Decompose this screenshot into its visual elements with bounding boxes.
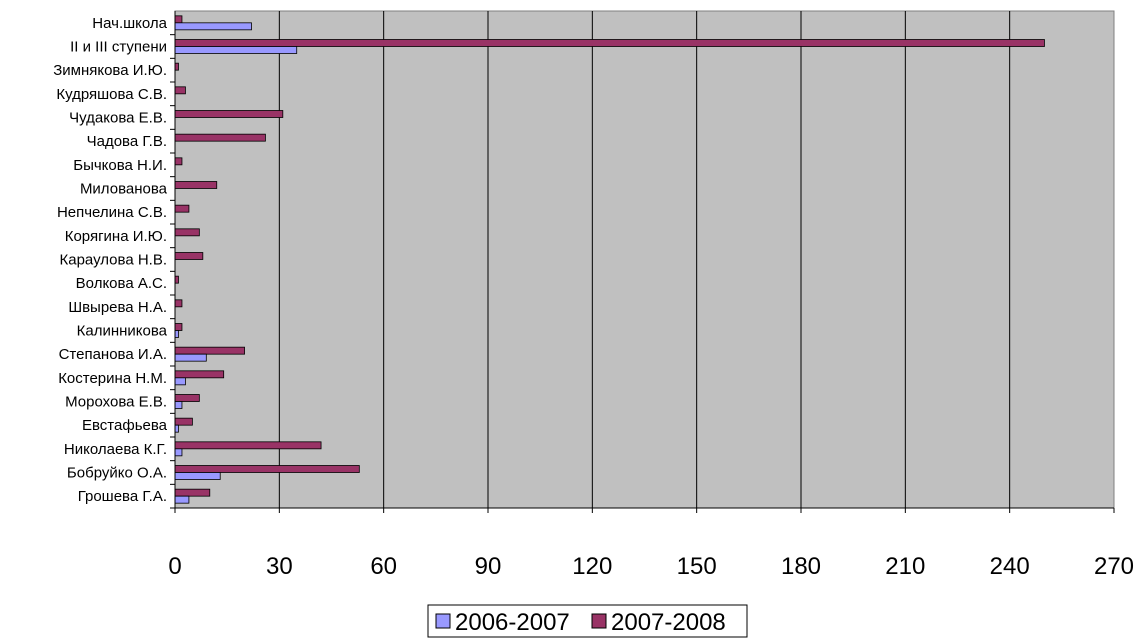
bar-2006-2007 bbox=[174, 448, 183, 457]
bar-2006-2007 bbox=[174, 377, 186, 386]
bar-2007-2008 bbox=[174, 181, 218, 189]
category-label: Грошева Г.А. bbox=[78, 488, 167, 505]
x-tick-label: 90 bbox=[475, 553, 502, 580]
category-label: Морохова Е.В. bbox=[65, 394, 167, 411]
bar-2007-2008 bbox=[174, 323, 183, 331]
category-label: Волкова А.С. bbox=[76, 275, 167, 292]
bar-2007-2008 bbox=[174, 275, 179, 284]
category-label: Непчелина С.В. bbox=[57, 204, 167, 221]
legend-box bbox=[427, 604, 748, 638]
legend-swatch-series-1 bbox=[435, 613, 451, 629]
bar-2007-2008 bbox=[174, 346, 245, 355]
bar-2006-2007 bbox=[174, 330, 179, 338]
bar-2007-2008 bbox=[174, 394, 200, 402]
axes bbox=[174, 11, 1114, 509]
x-tick-labels: 0 30 60 90 120 150 180 210 240 270 bbox=[168, 553, 1134, 580]
x-tick-label: 180 bbox=[781, 553, 821, 580]
x-tick-label: 240 bbox=[990, 553, 1030, 580]
x-tick-label: 30 bbox=[266, 553, 293, 580]
bar-2006-2007 bbox=[174, 353, 207, 362]
legend-swatch-series-2 bbox=[591, 613, 607, 629]
category-label: Караулова Н.В. bbox=[59, 252, 167, 269]
category-label: Чадова Г.В. bbox=[87, 133, 167, 150]
bar-2007-2008 bbox=[174, 204, 190, 213]
bar-2006-2007 bbox=[174, 424, 179, 433]
x-tick-label: 60 bbox=[370, 553, 397, 580]
bar-2006-2007 bbox=[174, 472, 221, 480]
bar-2006-2007 bbox=[174, 22, 252, 31]
bar-2007-2008 bbox=[174, 62, 179, 71]
category-label: Бычкова Н.И. bbox=[73, 157, 167, 174]
bar-2007-2008 bbox=[174, 15, 183, 24]
bar-2006-2007 bbox=[174, 401, 183, 409]
x-tick-label: 270 bbox=[1094, 553, 1134, 580]
category-label: Степанова И.А. bbox=[59, 346, 167, 363]
category-labels: Нач.школа II и III ступени Зимнякова И.Ю. К… bbox=[53, 15, 167, 505]
category-label: Калинникова bbox=[77, 323, 168, 340]
category-label: Кудряшова С.В. bbox=[56, 86, 167, 103]
category-label: Костерина Н.М. bbox=[58, 370, 167, 387]
bar-2006-2007 bbox=[174, 46, 298, 54]
bar-2007-2008 bbox=[174, 133, 266, 142]
gridlines bbox=[170, 11, 1115, 513]
bar-2007-2008 bbox=[174, 39, 1045, 47]
category-label: Николаева К.Г. bbox=[64, 441, 167, 458]
category-label: Бобруйко О.А. bbox=[67, 465, 167, 482]
bar-2007-2008 bbox=[174, 157, 183, 166]
bar-2007-2008 bbox=[174, 370, 225, 379]
bar-2007-2008 bbox=[174, 441, 322, 450]
bar-2007-2008 bbox=[174, 252, 204, 260]
category-label: Корягина И.Ю. bbox=[65, 228, 167, 245]
bar-2007-2008 bbox=[174, 299, 183, 308]
legend-label-series-2: 2007-2008 bbox=[611, 609, 726, 636]
legend: 2006-2007 2007-2008 bbox=[427, 604, 748, 638]
category-label: Евстафьева bbox=[82, 417, 168, 434]
x-tick-label: 0 bbox=[168, 553, 181, 580]
category-label: Милованова bbox=[80, 181, 168, 198]
category-label: II и III ступени bbox=[70, 39, 167, 56]
bar-2007-2008 bbox=[174, 228, 200, 237]
bar-2006-2007 bbox=[174, 495, 190, 504]
x-tick-label: 150 bbox=[677, 553, 717, 580]
bar-2007-2008 bbox=[174, 417, 193, 426]
category-label: Нач.школа bbox=[92, 15, 167, 32]
legend-label-series-1: 2006-2007 bbox=[455, 609, 570, 636]
bar-2007-2008 bbox=[174, 465, 360, 473]
category-label: Швырева Н.А. bbox=[68, 299, 167, 316]
category-label: Зимнякова И.Ю. bbox=[53, 62, 167, 79]
bar-2007-2008 bbox=[174, 86, 186, 95]
bar-2007-2008 bbox=[174, 110, 284, 118]
x-tick-label: 210 bbox=[885, 553, 925, 580]
category-label: Чудакова Е.В. bbox=[69, 110, 167, 127]
plot-area bbox=[174, 10, 1115, 509]
bar-2007-2008 bbox=[174, 488, 211, 497]
x-tick-label: 120 bbox=[572, 553, 612, 580]
